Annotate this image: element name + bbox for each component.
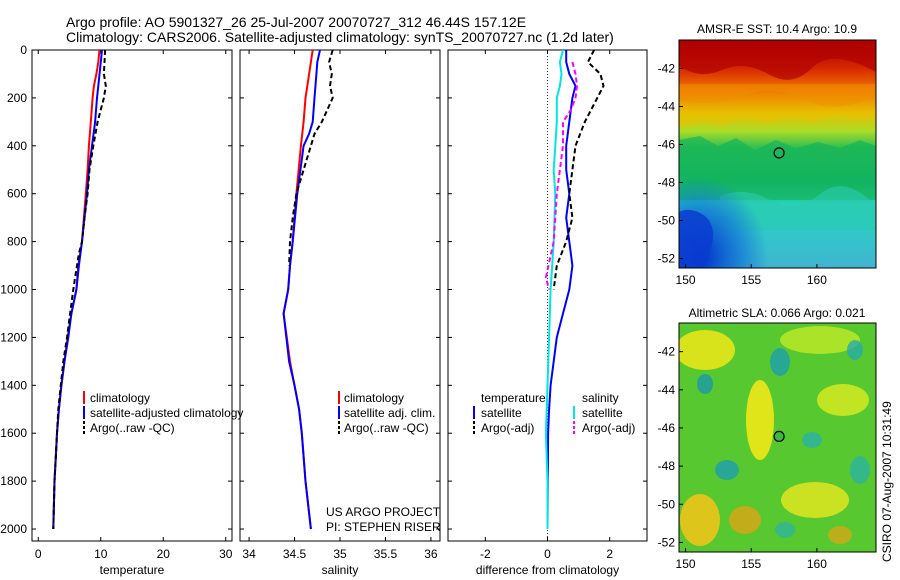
map-y-tick-label: -46 <box>658 138 676 152</box>
series-temperature-argo-adj <box>552 49 605 290</box>
legend-label-argo: Argo(..raw -QC) <box>90 421 175 435</box>
series-temperature-satellite <box>546 50 577 530</box>
x-tick-label: 34.5 <box>283 547 307 561</box>
plot-frame <box>31 49 233 542</box>
x-tick-label: 2 <box>606 547 613 561</box>
temperature-legend: climatology satellite-adjusted climatolo… <box>83 391 243 435</box>
map-y-tick-label: -48 <box>658 459 676 473</box>
x-axis-label: salinity <box>322 563 359 577</box>
legend-label-climatology: climatology <box>90 391 150 405</box>
figure-title-line1: Argo profile: AO 5901327_26 25-Jul-2007 … <box>66 14 526 30</box>
y-tick-label: 600 <box>7 187 27 201</box>
series-argo-raw-qc <box>52 49 107 530</box>
sst-map-title: AMSR-E SST: 10.4 Argo: 10.9 <box>697 22 857 36</box>
series-argo-raw-qc <box>288 49 334 266</box>
x-tick-label: -2 <box>480 547 491 561</box>
legend-header-salinity: salinity <box>582 391 619 405</box>
y-tick-label: 0 <box>20 43 27 57</box>
temperature-profile-panel: 0 10 20 30 0 200 400 600 800 1000 1200 1400 1600 1800… <box>0 43 232 577</box>
salinity-profile-panel: 34 34.5 35 35.5 36 salinity <box>239 49 441 577</box>
sla-map-frame <box>678 322 877 553</box>
difference-profile-panel: -2 0 2 difference from climatology <box>447 49 648 577</box>
legend-label-sal-argo: Argo(-adj) <box>582 421 635 435</box>
map-y-tick-label: -42 <box>658 345 676 359</box>
x-tick-label: 10 <box>94 547 108 561</box>
series-satellite-adjusted-climatology <box>52 49 103 530</box>
map-y-tick-label: -50 <box>658 497 676 511</box>
legend-label-climatology: climatology <box>344 391 404 405</box>
map-x-tick-label: 150 <box>676 273 696 287</box>
legend-label-temp-satellite: satellite <box>481 406 522 420</box>
map-y-tick-label: -44 <box>658 100 676 114</box>
x-tick-label: 0 <box>35 547 42 561</box>
map-y-tick-label: -52 <box>658 252 676 266</box>
legend-label-satellite: satellite adj. clim. <box>344 406 435 420</box>
legend-label-temp-argo: Argo(-adj) <box>481 421 534 435</box>
map-y-tick-label: -44 <box>658 383 676 397</box>
credit-line1: US ARGO PROJECT <box>326 505 441 519</box>
map-y-tick-label: -46 <box>658 421 676 435</box>
x-tick-label: 36 <box>424 547 438 561</box>
map-x-tick-label: 155 <box>741 557 761 571</box>
map-y-tick-label: -52 <box>658 535 676 549</box>
x-axis-label: temperature <box>100 563 165 577</box>
figure-title-line2: Climatology: CARS2006. Satellite-adjuste… <box>66 29 614 45</box>
plot-frame <box>239 49 441 542</box>
sst-map-frame <box>678 39 877 269</box>
sla-map-title: Altimetric SLA: 0.066 Argo: 0.021 <box>689 306 866 320</box>
sla-map-axes: 150 155 160 -52 -50 -48 -46 -44 -42 <box>658 345 828 571</box>
legend-label-satellite: satellite-adjusted climatology <box>90 406 243 420</box>
difference-legend: temperature satellite Argo(-adj) salinit… <box>473 391 635 435</box>
legend-label-argo: Argo(..raw -QC) <box>344 421 429 435</box>
y-tick-label: 1000 <box>0 283 27 297</box>
map-x-tick-label: 160 <box>807 273 827 287</box>
map-x-tick-label: 150 <box>676 557 696 571</box>
y-tick-label: 400 <box>7 139 27 153</box>
y-tick-label: 1200 <box>0 330 27 344</box>
y-tick-label: 1800 <box>0 474 27 488</box>
x-tick-label: 34 <box>242 547 256 561</box>
series-salinity-satellite <box>544 49 564 529</box>
salinity-legend: climatology satellite adj. clim. Argo(..… <box>338 391 435 435</box>
map-x-tick-label: 155 <box>741 273 761 287</box>
x-tick-label: 0 <box>544 547 551 561</box>
legend-label-sal-satellite: satellite <box>582 406 623 420</box>
map-x-tick-label: 160 <box>807 557 827 571</box>
sla-heatmap <box>679 323 876 552</box>
map-y-tick-label: -42 <box>658 62 676 76</box>
sst-argo-marker <box>773 147 785 159</box>
map-y-tick-label: -50 <box>658 214 676 228</box>
y-tick-label: 800 <box>7 235 27 249</box>
y-tick-label: 2000 <box>0 522 27 536</box>
x-tick-label: 35.5 <box>374 547 398 561</box>
y-tick-label: 200 <box>7 91 27 105</box>
x-tick-label: 20 <box>157 547 171 561</box>
x-tick-label: 30 <box>219 547 233 561</box>
x-tick-label: 35 <box>333 547 347 561</box>
y-tick-label: 1600 <box>0 426 27 440</box>
x-axis-label: difference from climatology <box>476 563 619 577</box>
series-satellite-adj-clim <box>282 49 321 530</box>
sst-heatmap <box>679 40 876 268</box>
map-y-tick-label: -48 <box>658 176 676 190</box>
credit-line2: PI: STEPHEN RISER <box>326 520 441 534</box>
sst-map-axes: 150 155 160 -52 -50 -48 -46 -44 -42 <box>658 62 828 288</box>
legend-header-temperature: temperature <box>481 391 546 405</box>
sla-argo-marker <box>773 430 785 442</box>
timestamp-stamp: CSIRO 07-Aug-2007 10:31:49 <box>880 401 894 562</box>
y-tick-label: 1400 <box>0 378 27 392</box>
